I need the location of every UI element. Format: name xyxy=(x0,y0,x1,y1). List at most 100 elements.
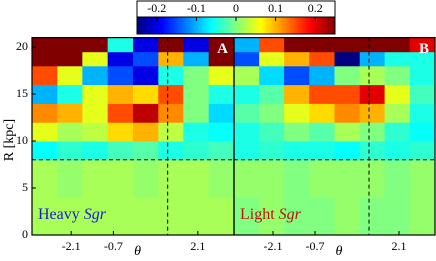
panel-frame xyxy=(233,36,436,236)
panel-label-italic: Sgr xyxy=(84,206,107,223)
heatmap-cell xyxy=(133,159,159,198)
heatmap-cell xyxy=(208,141,235,161)
heatmap-cell xyxy=(334,141,361,161)
heatmap-cell xyxy=(32,51,58,67)
heatmap-cell xyxy=(183,51,210,67)
heatmap-cell xyxy=(234,37,260,53)
heatmap-cell xyxy=(82,37,109,53)
heatmap-cell xyxy=(107,141,134,161)
heatmap-cell xyxy=(334,84,361,104)
heatmap-cell xyxy=(133,51,159,67)
heatmap-cell xyxy=(208,197,235,236)
heatmap-cell xyxy=(133,141,159,161)
heatmap-cell xyxy=(284,103,310,123)
heatmap-cell xyxy=(208,51,235,67)
heatmap-cell xyxy=(234,159,260,198)
heatmap-cell xyxy=(158,197,184,236)
heatmap-cell xyxy=(309,197,335,236)
heatmap-cell xyxy=(158,159,184,198)
heatmap-cell xyxy=(158,84,184,104)
x-tick-label: -2.1 xyxy=(264,239,283,253)
heatmap-cell xyxy=(259,159,285,198)
heatmap-cell xyxy=(409,103,436,123)
heatmap-cell xyxy=(57,51,83,67)
heatmap-cell xyxy=(284,197,310,236)
heatmap-cell xyxy=(183,65,210,86)
heatmap-cell xyxy=(334,51,361,67)
heatmap-cell xyxy=(359,122,386,142)
heatmap-cell xyxy=(409,84,436,104)
x-axis-label: θ xyxy=(336,244,343,259)
heatmap-cell xyxy=(334,159,361,198)
heatmap-cell xyxy=(384,51,411,67)
heatmap-cell xyxy=(234,122,260,142)
heatmap-cell xyxy=(133,197,159,236)
heatmap-cell xyxy=(208,103,235,123)
heatmap-cell xyxy=(259,51,285,67)
heatmap-cell xyxy=(234,84,260,104)
heatmap-cell xyxy=(183,122,210,142)
x-tick-label: -0.7 xyxy=(306,239,325,253)
heatmap-cell xyxy=(82,65,109,86)
heatmap-cell xyxy=(107,103,134,123)
heatmap-cell xyxy=(309,65,335,86)
heatmap-cell xyxy=(334,197,361,236)
panel-label: Light Sgr xyxy=(240,206,302,223)
heatmap-cell xyxy=(158,141,184,161)
heatmap-cell xyxy=(107,37,134,53)
heatmap-cell xyxy=(359,65,386,86)
heatmap-cell xyxy=(158,103,184,123)
heatmap-cell xyxy=(82,51,109,67)
heatmap-cell xyxy=(32,122,58,142)
heatmap-cell xyxy=(107,197,134,236)
heatmap-cell xyxy=(259,37,285,53)
colorbar-tick-label: 0 xyxy=(233,1,239,15)
heatmap-cell xyxy=(384,197,411,236)
heatmap-cell xyxy=(57,122,83,142)
heatmap-cell xyxy=(82,122,109,142)
heatmap-cell xyxy=(309,122,335,142)
heatmap-cell xyxy=(208,65,235,86)
heatmap-cell xyxy=(359,159,386,198)
heatmap-cell xyxy=(359,51,386,67)
heatmap-cell xyxy=(32,141,58,161)
heatmap-cell xyxy=(234,197,260,236)
heatmap-cell xyxy=(208,122,235,142)
heatmap-cell xyxy=(334,122,361,142)
colorbar-tick-label: -0.1 xyxy=(187,1,206,15)
heatmap-cell xyxy=(334,65,361,86)
x-tick-label: -0.7 xyxy=(104,239,123,253)
heatmap-cell xyxy=(32,197,58,236)
y-tick-label: 5 xyxy=(22,180,28,194)
heatmap-cell xyxy=(259,103,285,123)
x-axis-label: θ xyxy=(134,244,141,259)
heatmap-cell xyxy=(133,65,159,86)
y-tick-label: 15 xyxy=(16,86,28,100)
heatmap-cell xyxy=(133,103,159,123)
heatmap-cell xyxy=(158,37,184,53)
heatmap-cell xyxy=(284,84,310,104)
heatmap-cell xyxy=(208,37,235,53)
heatmap-cell xyxy=(384,65,411,86)
heatmap-cell xyxy=(409,51,436,67)
heatmap-cell xyxy=(384,103,411,123)
heatmap-cell xyxy=(183,197,210,236)
heatmap-cell xyxy=(82,159,109,198)
heatmap-cell xyxy=(259,84,285,104)
heatmap-cell xyxy=(57,159,83,198)
x-tick-label: 2.1 xyxy=(392,239,407,253)
heatmap-cell xyxy=(158,65,184,86)
heatmap-cell xyxy=(284,159,310,198)
panel-label-text: Light xyxy=(240,206,275,223)
heatmap-cell xyxy=(107,65,134,86)
heatmap-cell xyxy=(57,84,83,104)
colorbar-tick-label: 0.2 xyxy=(308,1,323,15)
heatmap-cell xyxy=(32,65,58,86)
panel-label: Heavy Sgr xyxy=(38,206,107,223)
heatmap-cell xyxy=(359,197,386,236)
heatmap-cell xyxy=(409,37,436,53)
heatmap-cell xyxy=(158,51,184,67)
heatmap-cell xyxy=(32,103,58,123)
